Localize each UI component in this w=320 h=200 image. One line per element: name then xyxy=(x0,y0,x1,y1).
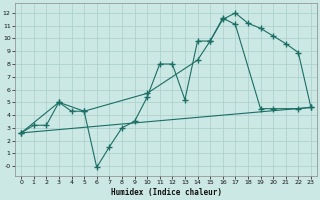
X-axis label: Humidex (Indice chaleur): Humidex (Indice chaleur) xyxy=(110,188,221,197)
